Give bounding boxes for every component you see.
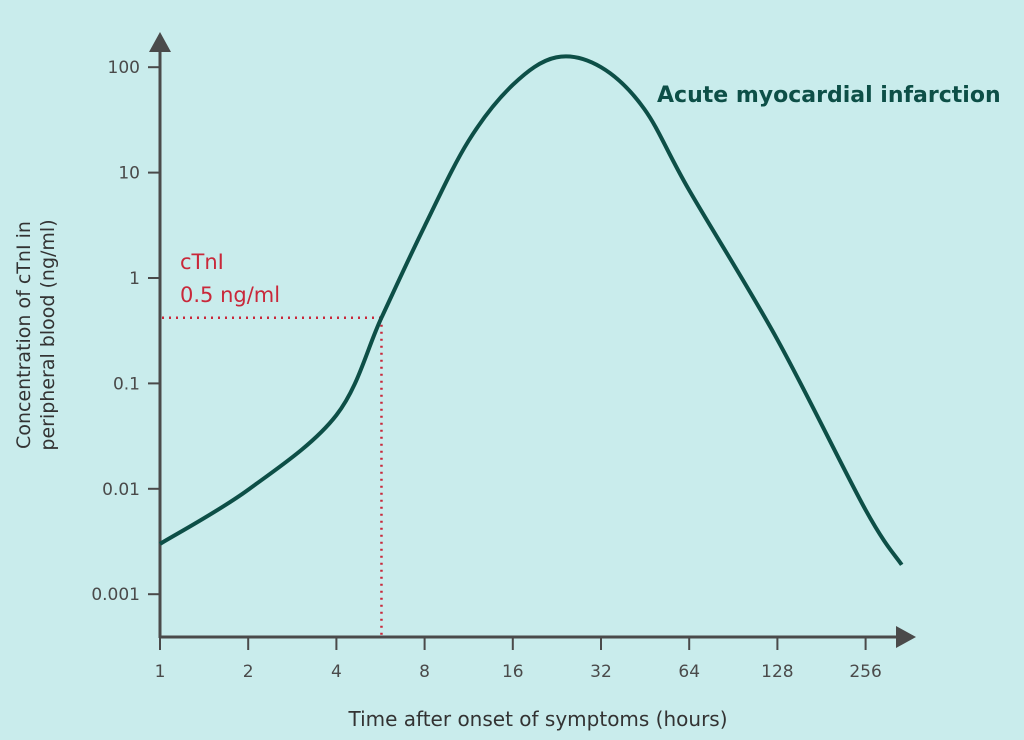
y-axis-label-line-1: Concentration of cTnI in xyxy=(13,221,35,449)
y-tick-label: 0.01 xyxy=(102,480,140,500)
y-tick-label: 0.001 xyxy=(91,585,140,605)
x-tick-label: 32 xyxy=(590,662,612,682)
y-tick-label: 10 xyxy=(118,164,140,184)
threshold-label-1: cTnI xyxy=(180,250,224,274)
x-tick-label: 2 xyxy=(243,662,254,682)
x-tick-label: 16 xyxy=(502,662,524,682)
x-tick-label: 64 xyxy=(678,662,700,682)
y-axis-arrow-icon xyxy=(149,32,171,52)
x-tick-label: 4 xyxy=(331,662,342,682)
y-ticks: 0.001 0.01 0.1 1 10 100 xyxy=(91,58,160,605)
x-axis-label: Time after onset of symptoms (hours) xyxy=(347,707,727,731)
x-tick-label: 128 xyxy=(761,662,793,682)
threshold-label-2: 0.5 ng/ml xyxy=(180,283,280,307)
y-axis-label-line-2: peripheral blood (ng/ml) xyxy=(37,219,59,450)
y-tick-label: 100 xyxy=(108,58,140,78)
y-tick-label: 0.1 xyxy=(113,374,140,394)
x-tick-label: 1 xyxy=(155,662,166,682)
x-axis-arrow-icon xyxy=(896,626,916,648)
series-label: Acute myocardial infarction xyxy=(657,83,1001,108)
x-ticks: 1 2 4 8 16 32 64 128 256 xyxy=(155,637,882,682)
x-tick-label: 256 xyxy=(849,662,881,682)
series-line-acute-mi xyxy=(158,54,904,566)
x-tick-label: 8 xyxy=(419,662,430,682)
y-tick-label: 1 xyxy=(129,269,140,289)
